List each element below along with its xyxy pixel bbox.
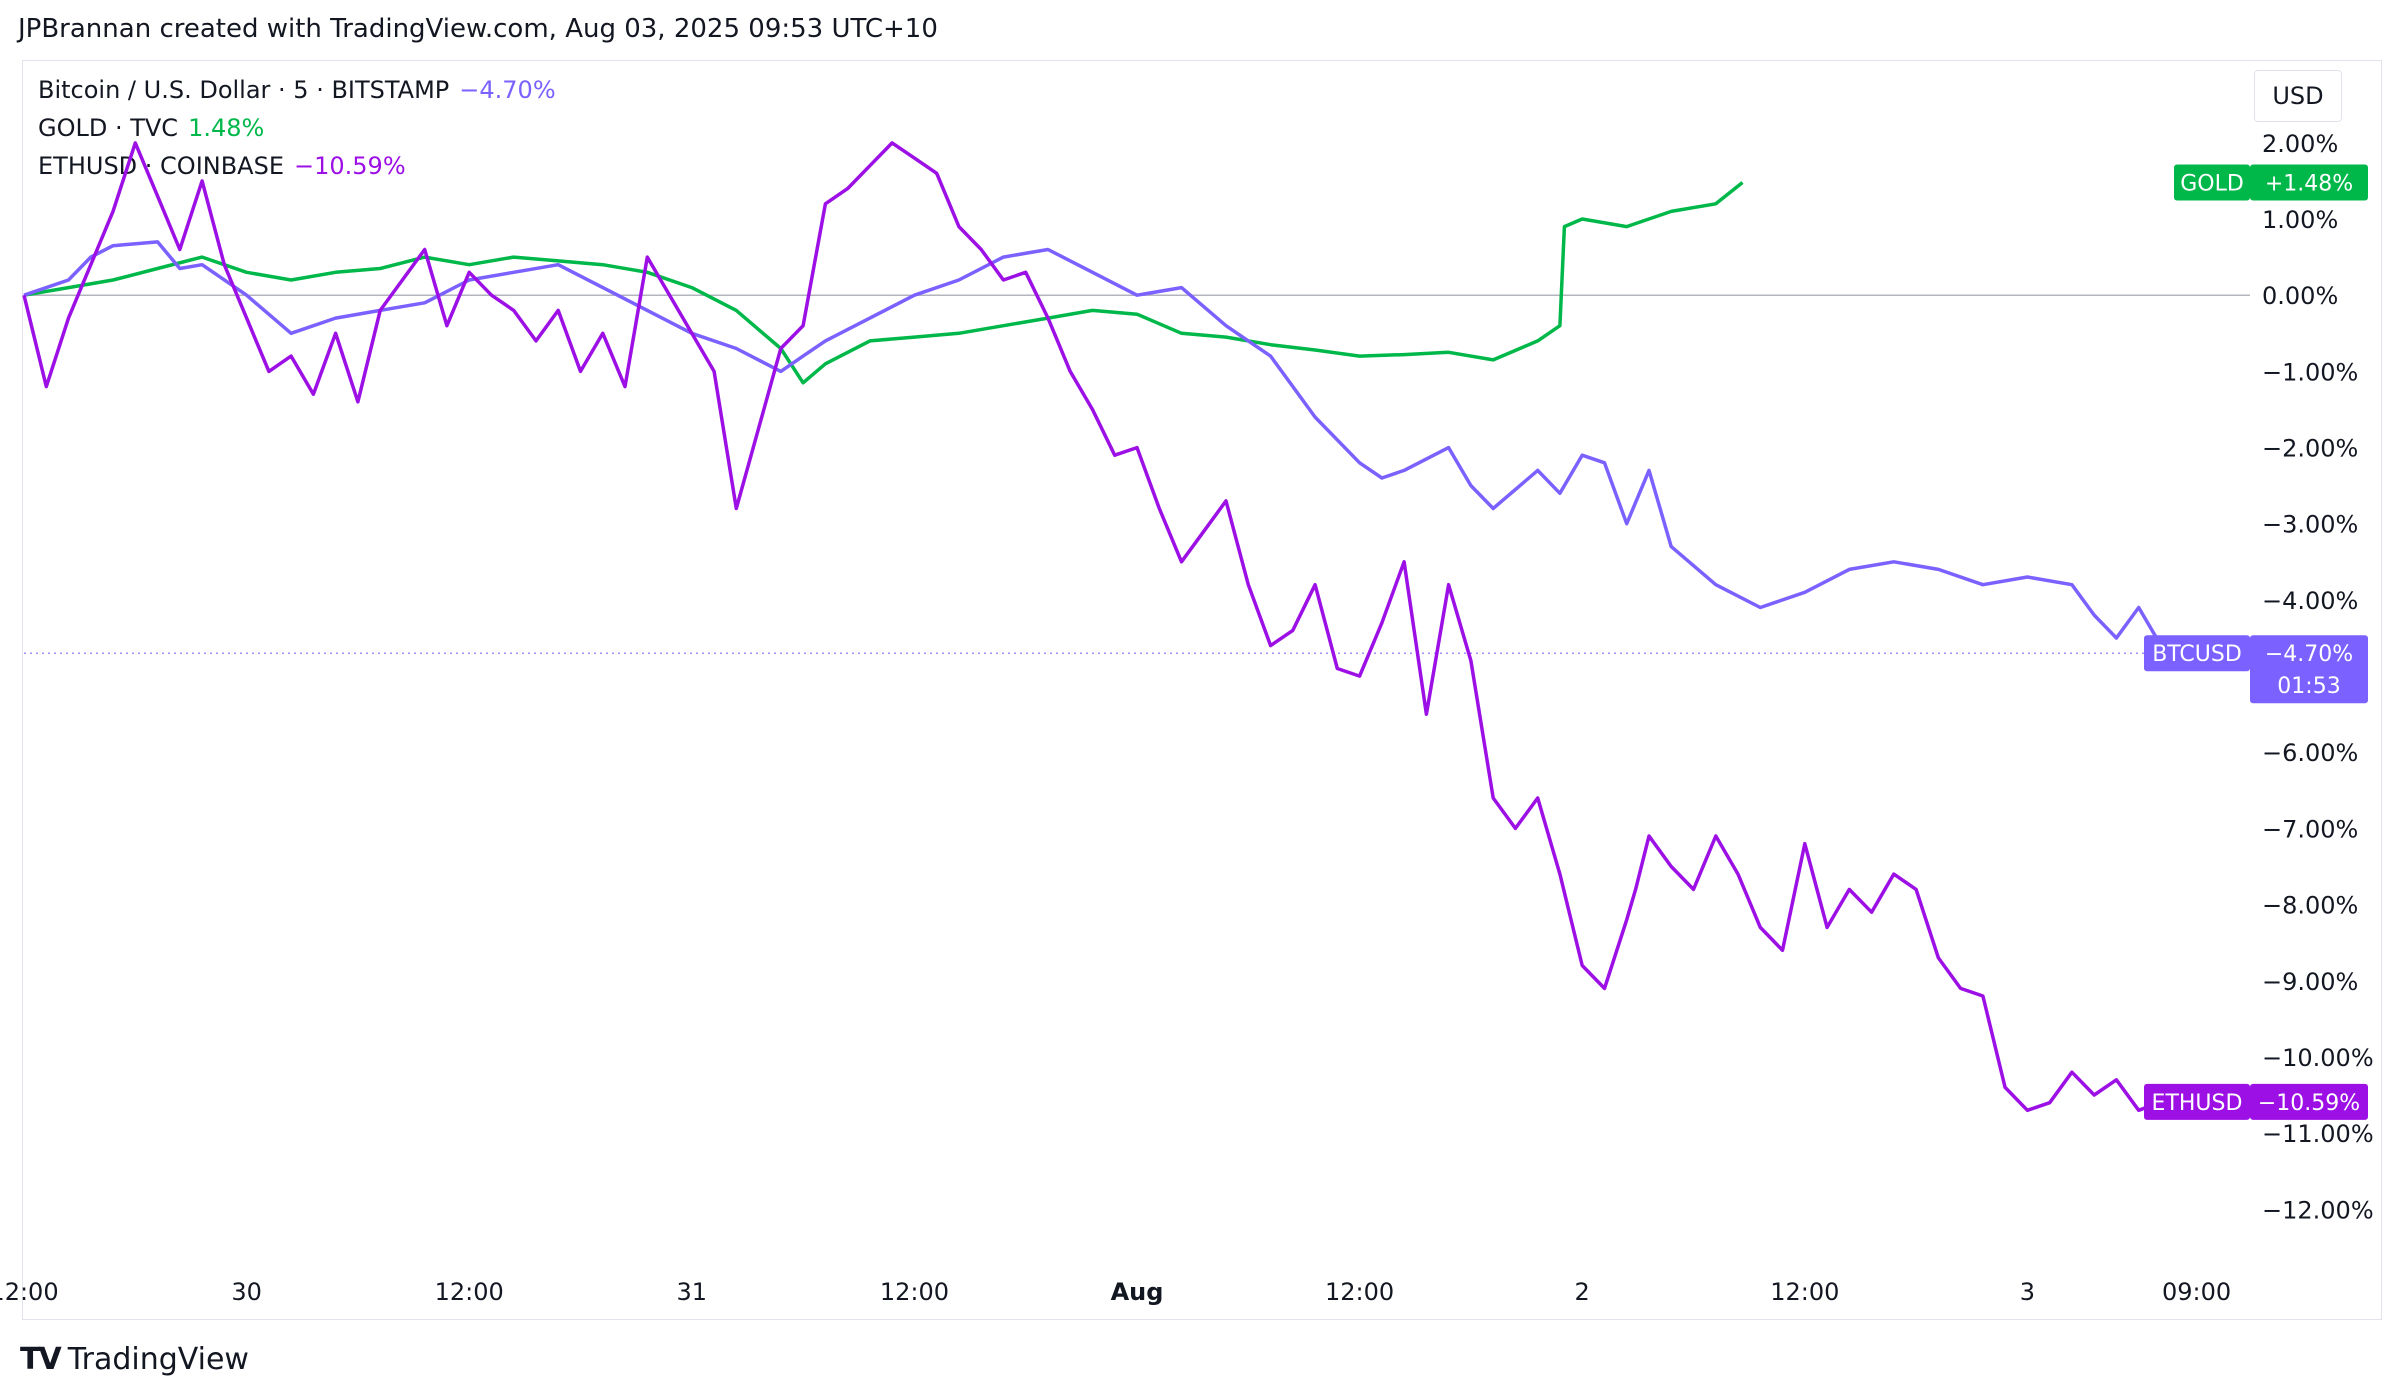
footer-brand[interactable]: TV TradingView xyxy=(20,1342,249,1377)
legend-change: −10.59% xyxy=(294,152,406,180)
legend-item-eth[interactable]: ETHUSD · COINBASE −10.59% xyxy=(38,152,406,180)
legend-change: −4.70% xyxy=(459,76,556,104)
tradingview-logo-icon: TV xyxy=(20,1342,62,1377)
legend-item-btc[interactable]: Bitcoin / U.S. Dollar · 5 · BITSTAMP −4.7… xyxy=(38,76,556,104)
legend-item-gold[interactable]: GOLD · TVC 1.48% xyxy=(38,114,264,142)
chart-frame xyxy=(22,60,2382,1320)
attribution-text: JPBrannan created with TradingView.com, … xyxy=(18,14,938,44)
currency-button[interactable]: USD xyxy=(2254,70,2342,122)
brand-text: TradingView xyxy=(67,1342,249,1377)
legend-label: GOLD · TVC xyxy=(38,114,179,142)
legend-label: ETHUSD · COINBASE xyxy=(38,152,284,180)
legend-label: Bitcoin / U.S. Dollar · 5 · BITSTAMP xyxy=(38,76,450,104)
legend-change: 1.48% xyxy=(188,114,265,142)
